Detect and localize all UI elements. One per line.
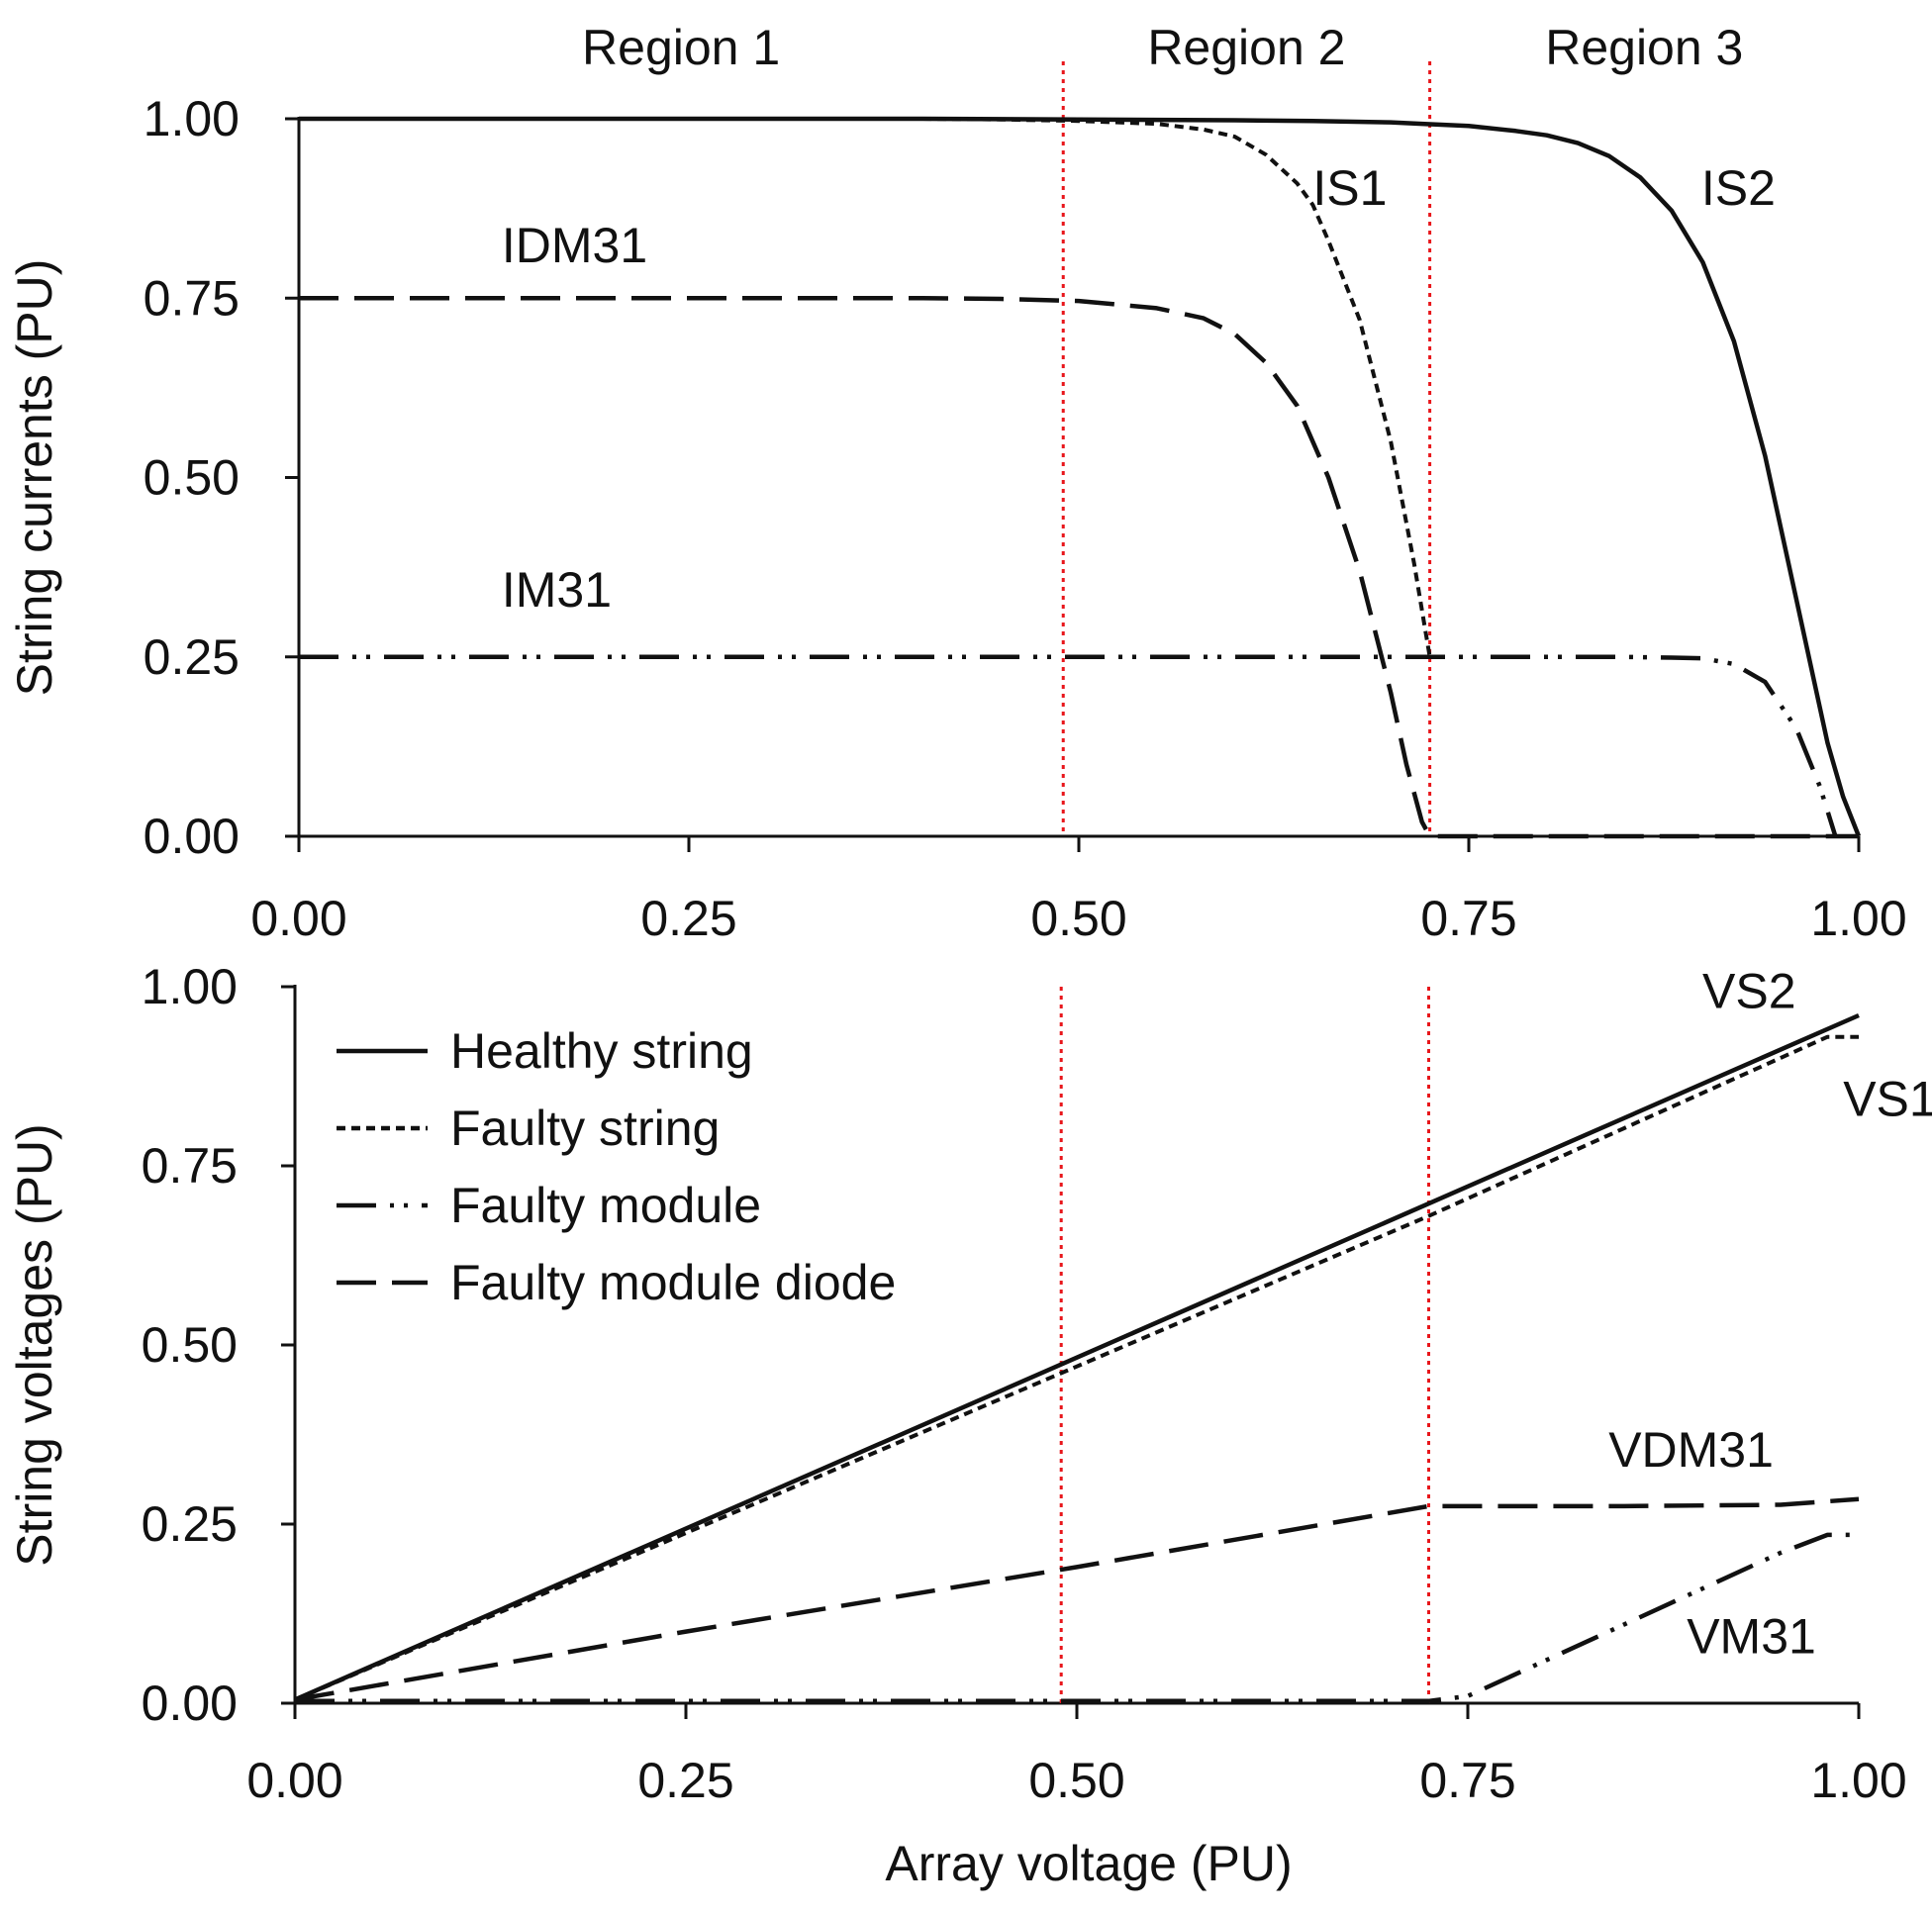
- legend-label: Faulty module: [450, 1178, 761, 1233]
- y-tick-label: 0.25: [144, 629, 240, 685]
- region-label: Region 1: [582, 20, 780, 75]
- x-tick-label: 0.00: [246, 1753, 342, 1808]
- y-tick-label: 0.75: [144, 270, 240, 326]
- series-line-idm31: [299, 296, 1859, 839]
- curve-label-vdm31: VDM31: [1608, 1422, 1774, 1478]
- series-line-im31: [299, 654, 1838, 837]
- legend-label: Faulty string: [450, 1101, 720, 1156]
- legend-label: Faulty module diode: [450, 1255, 896, 1310]
- x-axis-title: Array voltage (PU): [885, 1836, 1292, 1891]
- curve-label-is2: IS2: [1701, 160, 1776, 216]
- x-tick-label: 0.25: [637, 1753, 733, 1808]
- series-line-is1: [299, 117, 1432, 658]
- x-tick-label: 0.50: [1030, 891, 1126, 946]
- x-tick-label: 0.75: [1419, 1753, 1515, 1808]
- y-axis-title: String currents (PU): [7, 259, 62, 697]
- curve-label-im31: IM31: [502, 562, 612, 618]
- series-line-vm31: [295, 1532, 1859, 1704]
- y-tick-label: 0.50: [142, 1317, 238, 1373]
- series-line-vs2: [294, 1012, 1860, 1702]
- legend-label: Healthy string: [450, 1023, 753, 1079]
- y-tick-label: 0.00: [142, 1676, 238, 1731]
- y-tick-label: 0.25: [142, 1496, 238, 1552]
- legend: Healthy string Faulty string Faulty module…: [337, 1023, 896, 1310]
- y-tick-label: 0.00: [144, 809, 240, 864]
- curve-label-vs2: VS2: [1702, 964, 1796, 1019]
- region-label: Region 2: [1147, 20, 1345, 75]
- bottom-chart: 0.00 0.25 0.50 0.75 1.00 0.00 0.25 0.50 0.75 1.00…: [7, 959, 1932, 1891]
- y-tick-label: 0.50: [144, 450, 240, 506]
- series-line-vs1: [294, 1034, 1859, 1702]
- top-chart: 0.00 0.25 0.50 0.75 1.00 0.00 0.25 0.50 0.75 1.00…: [7, 20, 1907, 946]
- curve-label-is1: IS1: [1312, 160, 1387, 216]
- y-tick-label: 1.00: [142, 959, 238, 1014]
- x-tick-label: 1.00: [1810, 1753, 1906, 1808]
- y-tick-label: 1.00: [144, 91, 240, 146]
- x-tick-label: 0.00: [250, 891, 346, 946]
- y-tick-label: 0.75: [142, 1138, 238, 1194]
- curve-label-idm31: IDM31: [502, 218, 647, 273]
- x-tick-label: 0.75: [1420, 891, 1516, 946]
- region-label: Region 3: [1545, 20, 1743, 75]
- x-tick-label: 1.00: [1810, 891, 1906, 946]
- y-axis-title: String voltages (PU): [7, 1123, 62, 1566]
- curve-label-vm31: VM31: [1687, 1608, 1816, 1664]
- curve-label-vs1: VS1: [1843, 1071, 1932, 1126]
- x-tick-label: 0.25: [640, 891, 736, 946]
- x-tick-label: 0.50: [1028, 1753, 1124, 1808]
- series-line-vdm31: [294, 1496, 1860, 1702]
